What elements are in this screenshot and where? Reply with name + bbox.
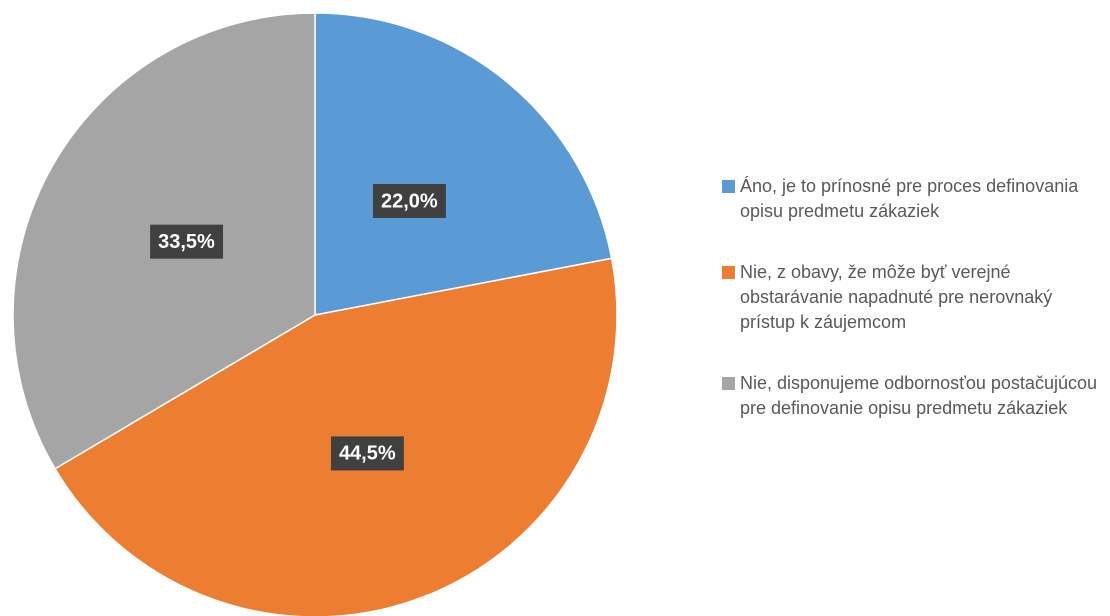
data-label: 33,5% (150, 224, 224, 259)
data-label-box (330, 436, 404, 471)
legend-item: Nie, z obavy, že môže byť verejné obstar… (722, 260, 1102, 335)
data-label-text: 22,0% (381, 190, 438, 212)
legend-item: Nie, disponujeme odbornosťou postačujúco… (722, 371, 1102, 421)
legend-swatch (722, 377, 735, 390)
legend-label: Nie, z obavy, že môže byť verejné obstar… (740, 262, 1053, 332)
data-label-text: 44,5% (339, 443, 396, 465)
legend: Áno, je to prínosné pre proces definovan… (722, 174, 1102, 421)
legend-label: Nie, disponujeme odbornosťou postačujúco… (740, 373, 1097, 418)
legend-swatch (722, 266, 735, 279)
data-label: 22,0% (372, 183, 446, 218)
pie-slice (314, 12, 613, 316)
legend-label: Áno, je to prínosné pre proces definovan… (740, 176, 1079, 221)
data-label-box (150, 224, 224, 259)
legend-item: Áno, je to prínosné pre proces definovan… (722, 174, 1102, 224)
data-label-text: 33,5% (158, 231, 215, 253)
data-label-box (372, 183, 446, 218)
legend-swatch (722, 180, 735, 193)
data-label: 44,5% (330, 436, 404, 471)
